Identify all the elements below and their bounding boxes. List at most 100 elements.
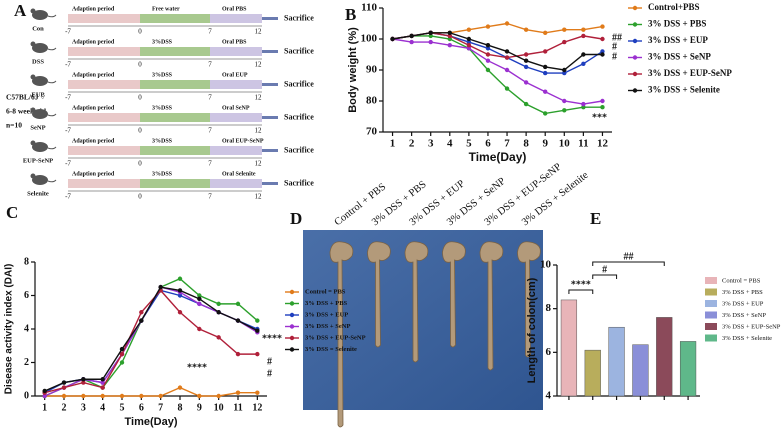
phase-label: 3%DSS (152, 105, 173, 111)
x-tick-label: 2 (62, 402, 67, 413)
x-tick-label: 11 (233, 402, 242, 413)
data-point (504, 55, 510, 60)
legend-label: 3% DSS + SeNP (305, 323, 350, 330)
phase-label: Adaption period (72, 105, 115, 111)
y-tick-label: 110 (361, 2, 377, 14)
y-tick-label: 8 (546, 302, 552, 314)
subject-info: C57BL/6J ♂ (6, 93, 46, 102)
data-point (216, 335, 221, 340)
data-point (158, 284, 163, 290)
data-point (600, 52, 605, 57)
data-point (42, 388, 47, 394)
data-point (543, 49, 548, 54)
data-point (139, 318, 144, 323)
legend-marker (289, 312, 295, 318)
legend-label: 3% DSS + EUP-SeNP (305, 334, 366, 341)
day-label: 12 (255, 61, 263, 69)
colon (479, 241, 504, 371)
legend-marker (632, 55, 638, 60)
data-point (504, 67, 510, 73)
x-tick-label: 1 (42, 402, 47, 413)
data-point (485, 67, 491, 73)
data-point (61, 380, 67, 385)
day-label: -7 (65, 127, 71, 135)
mouse-tail (47, 113, 57, 117)
series-line (44, 386, 258, 397)
phase-label: Adaption period (72, 39, 115, 45)
data-point (562, 27, 567, 32)
legend-label: 3% DSS + Selenite (722, 335, 772, 342)
bar (608, 326, 625, 397)
x-tick-label: 7 (158, 402, 163, 413)
data-point (409, 39, 414, 45)
data-point (255, 390, 260, 395)
x-tick-label: 6 (485, 138, 491, 150)
colon (404, 241, 429, 363)
data-point (581, 105, 586, 110)
data-point (42, 393, 47, 399)
x-tick-label: 10 (214, 402, 224, 413)
series-line (44, 289, 258, 394)
bar (656, 317, 673, 397)
data-point (177, 293, 183, 298)
data-point (581, 61, 586, 66)
day-label: -7 (65, 94, 71, 102)
day-label: 0 (138, 160, 142, 168)
data-point (197, 293, 202, 298)
data-point (466, 27, 472, 32)
phase-label: Oral PBS (222, 39, 247, 45)
data-point (562, 98, 567, 104)
data-point (216, 310, 221, 315)
mouse-tail (47, 146, 57, 150)
phase-bar (68, 80, 140, 89)
data-point (543, 30, 548, 35)
day-label: 12 (255, 28, 263, 36)
legend-marker (289, 324, 295, 329)
legend-swatch (705, 311, 717, 319)
legend-marker (632, 88, 638, 93)
data-point (562, 39, 567, 45)
data-point (504, 49, 510, 54)
phase-bar (140, 47, 210, 56)
data-point (119, 346, 125, 352)
y-axis-label: Length of colon(cm) (526, 277, 538, 383)
day-label: -7 (65, 193, 71, 201)
panel-label: E (590, 209, 601, 228)
y-axis-label: Body weight (%) (347, 27, 359, 113)
data-point (428, 30, 433, 35)
data-point (235, 318, 241, 323)
legend-marker (289, 347, 295, 352)
data-point (523, 58, 529, 63)
x-tick-label: 3 (428, 138, 434, 150)
bar (632, 344, 649, 397)
phase-label: Adaption period (72, 171, 115, 177)
phase-label: Oral Selenite (222, 171, 256, 177)
annotation: # (267, 368, 272, 379)
data-point (100, 385, 105, 390)
annotation: # (267, 356, 272, 367)
legend-label: 3% DSS + PBS (305, 300, 348, 307)
data-point (485, 46, 491, 51)
phase-bar (140, 146, 210, 155)
day-label: 7 (208, 193, 212, 201)
data-point (447, 36, 452, 42)
x-tick-label: 5 (120, 402, 125, 413)
colon (329, 241, 354, 428)
y-tick-label: 80 (366, 95, 378, 107)
legend-label: Control = PBS (722, 277, 761, 284)
annotation: **** (571, 279, 591, 290)
panel-label: A (14, 1, 27, 20)
x-tick-label: 4 (447, 138, 453, 150)
phase-label: 3%DSS (152, 72, 173, 78)
annotation: # (602, 264, 607, 275)
phase-label: Oral EUP-SeNP (222, 138, 264, 144)
series-line (44, 286, 258, 392)
series-line (392, 35, 603, 115)
mouse-icon (30, 8, 36, 14)
data-point (139, 310, 144, 315)
mouse-tail (47, 80, 57, 84)
x-tick-label: 10 (559, 138, 571, 150)
x-tick-label: 9 (542, 138, 548, 150)
data-point (600, 49, 605, 54)
